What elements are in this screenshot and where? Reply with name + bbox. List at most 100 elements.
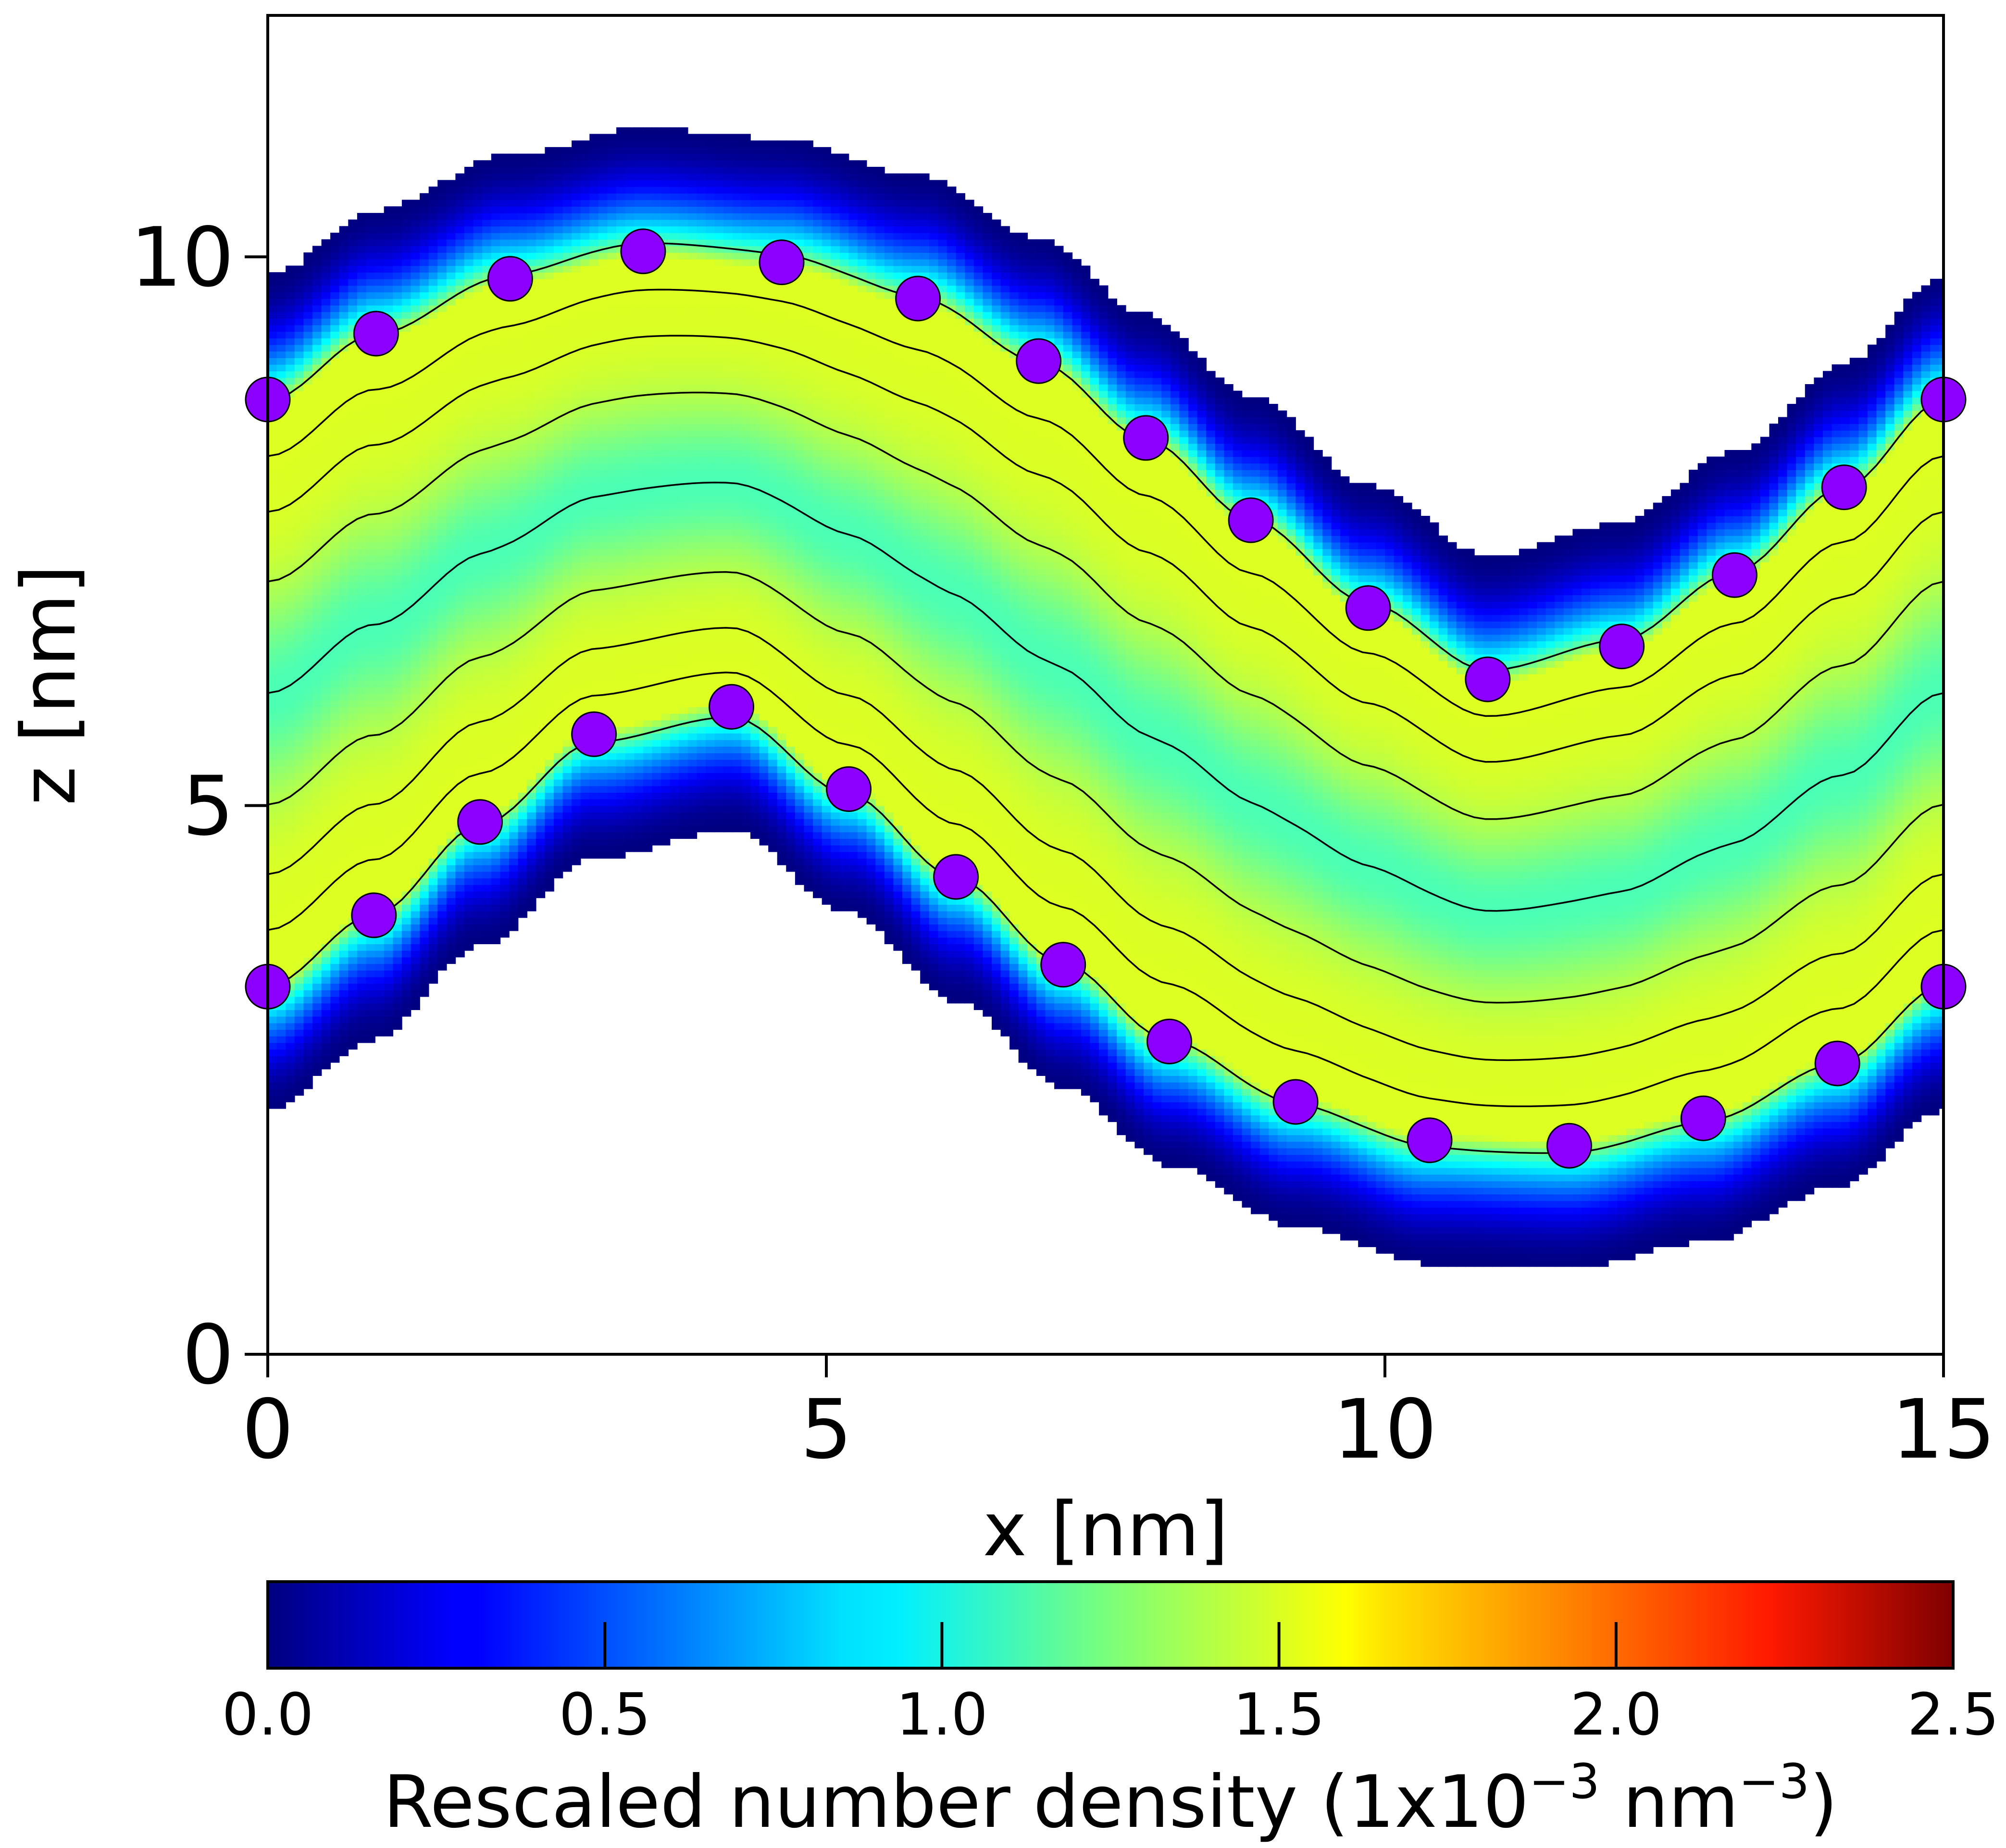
heatmap-cell [348,647,358,655]
heatmap-cell [607,200,617,207]
heatmap-cell [598,325,608,332]
heatmap-cell [384,739,394,747]
heatmap-cell [348,759,358,767]
heatmap-cell [482,470,492,477]
heatmap-cell [491,792,501,799]
heatmap-cell [616,568,626,575]
heatmap-cell [518,608,527,615]
heatmap-cell [276,792,286,799]
heatmap-cell [589,239,599,247]
heatmap-cell [375,549,385,556]
heatmap-cell [455,206,465,213]
heatmap-cell [634,338,644,345]
heatmap-cell [500,871,510,879]
heatmap-cell [321,707,331,714]
heatmap-cell [518,246,527,253]
heatmap-cell [607,654,617,662]
heatmap-cell [321,878,331,885]
heatmap-cell [545,299,554,306]
heatmap-cell [491,167,501,174]
heatmap-cell [268,720,277,727]
heatmap-cell [482,864,492,872]
heatmap-cell [509,397,519,404]
heatmap-cell [580,430,590,437]
heatmap-cell [598,344,608,352]
heatmap-cell [437,891,447,899]
heatmap-cell [455,470,465,477]
heatmap-cell [527,489,536,497]
heatmap-cell [491,614,501,622]
heatmap-cell [500,206,510,213]
heatmap-cell [437,272,447,279]
heatmap-cell [473,456,483,464]
heatmap-cell [401,812,411,819]
heatmap-cell [536,864,546,872]
heatmap-cell [464,516,474,523]
heatmap-cell [553,246,563,253]
heatmap-cell [446,568,456,575]
heatmap-cell [482,595,492,602]
heatmap-cell [268,851,277,859]
heatmap-cell [401,549,411,556]
heatmap-cell [393,371,402,378]
heatmap-cell [393,358,402,365]
heatmap-cell [366,377,375,385]
heatmap-cell [607,700,617,707]
heatmap-cell [366,976,375,984]
heatmap-cell [428,621,438,628]
heatmap-cell [384,529,394,536]
heatmap-cell [446,766,456,773]
heatmap-cell [330,1056,340,1063]
heatmap-cell [294,667,304,674]
heatmap-cell [294,601,304,609]
heatmap-cell [616,759,626,767]
heatmap-cell [589,595,599,602]
heatmap-cell [428,265,438,273]
heatmap-cell [401,937,411,944]
heatmap-cell [500,318,510,325]
heatmap-cell [384,417,394,424]
heatmap-cell [268,1016,277,1024]
heatmap-cell [357,739,367,747]
heatmap-cell [455,509,465,516]
heatmap-cell [536,417,546,424]
heatmap-cell [553,206,563,213]
heatmap-cell [286,720,295,727]
heatmap-cell [634,786,644,793]
heatmap-cell [634,463,644,470]
heatmap-cell [268,1095,277,1102]
heatmap-cell [509,470,519,477]
heatmap-cell [268,700,277,707]
heatmap-cell [572,549,581,556]
heatmap-cell [482,930,492,938]
heatmap-cell [446,364,456,372]
heatmap-cell [321,825,331,833]
heatmap-cell [366,542,375,549]
heatmap-cell [518,812,527,819]
heatmap-cell [598,536,608,543]
heatmap-cell [518,312,527,319]
heatmap-cell [598,601,608,609]
heatmap-cell [321,252,331,260]
heatmap-cell [357,641,367,648]
heatmap-cell [598,608,608,615]
heatmap-cell [321,812,331,819]
heatmap-cell [366,246,375,253]
heatmap-cell [276,312,286,319]
heatmap-cell [580,424,590,431]
heatmap-cell [553,200,563,207]
heatmap-cell [384,1016,394,1024]
heatmap-cell [286,318,295,325]
heatmap-cell [616,226,626,233]
heatmap-cell [455,430,465,437]
heatmap-cell [303,898,313,905]
heatmap-cell [580,450,590,457]
heatmap-cell [553,233,563,240]
heatmap-cell [562,522,572,530]
heatmap-cell [420,885,429,892]
heatmap-cell [545,325,554,332]
heatmap-cell [598,549,608,556]
heatmap-cell [572,470,581,477]
heatmap-cell [268,891,277,899]
heatmap-cell [562,239,572,247]
